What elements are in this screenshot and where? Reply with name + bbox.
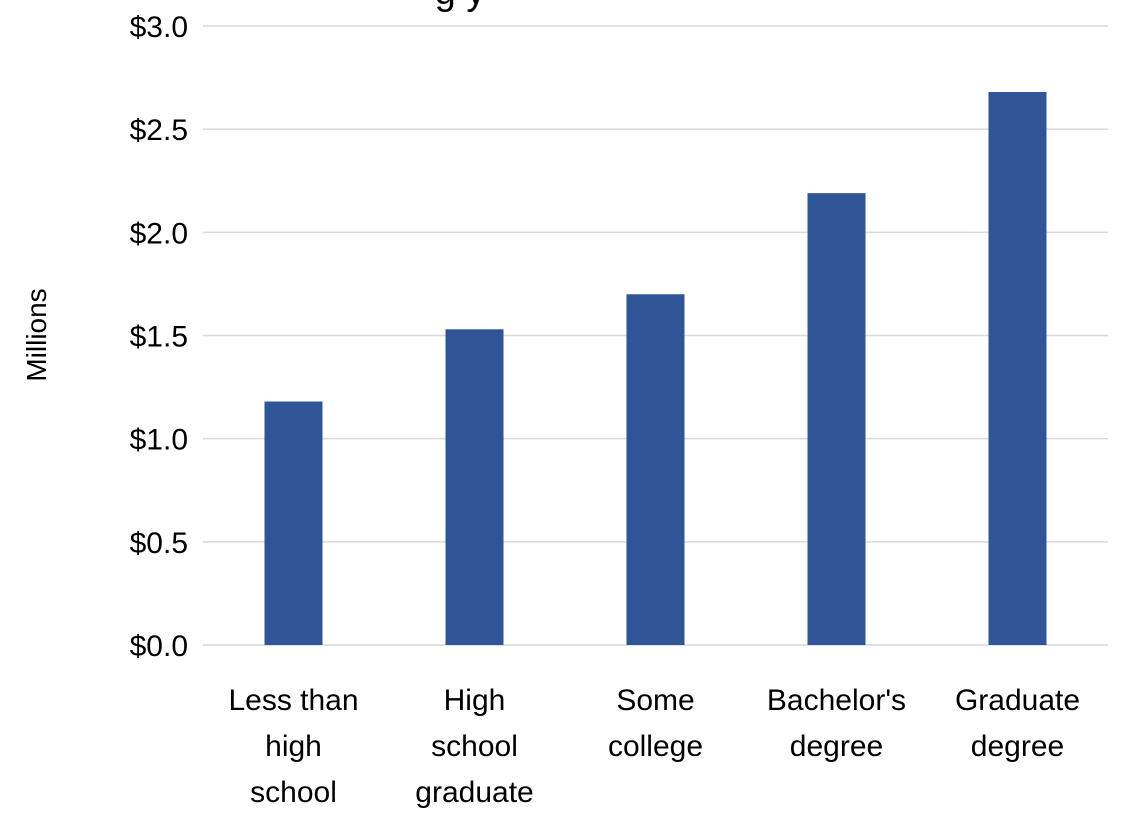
y-axis-label: Millions (21, 288, 52, 381)
y-tick-label: $3.0 (130, 11, 188, 44)
bar (626, 294, 685, 645)
x-category-label: High school graduate (415, 684, 533, 809)
x-category-label-line: degree (971, 730, 1064, 763)
y-tick-label: $1.0 (130, 424, 188, 457)
x-category-label-line: degree (790, 730, 883, 763)
y-axis-ticks: $0.0 $0.5 $1.0 $1.5 $2.0 $2.5 $3.0 (130, 11, 188, 663)
x-category-label-line: Less than (228, 684, 358, 717)
y-tick-label: $2.0 (130, 217, 188, 250)
x-category-label: Some college (608, 684, 703, 763)
x-category-label: Graduate degree (955, 684, 1080, 763)
chart-title: g y (435, 0, 486, 13)
bar (445, 329, 504, 645)
x-category-label-line: college (608, 730, 703, 763)
bar (807, 193, 866, 645)
x-category-label: Less than high school (228, 684, 358, 809)
y-tick-label: $1.5 (130, 321, 188, 354)
x-axis-categories: Less than high school High school graduate Som… (228, 684, 1080, 809)
x-category-label-line: graduate (415, 776, 533, 809)
x-category-label-line: school (431, 730, 518, 763)
y-tick-label: $2.5 (130, 114, 188, 147)
y-tick-label: $0.5 (130, 527, 188, 560)
bar (264, 401, 323, 645)
x-category-label-line: Graduate (955, 684, 1080, 717)
x-category-label: Bachelor's degree (767, 684, 906, 763)
x-category-label-line: Bachelor's (767, 684, 906, 717)
x-category-label-line: high (265, 730, 322, 763)
bars (264, 92, 1047, 645)
x-category-label-line: High (444, 684, 506, 717)
x-category-label-line: school (250, 776, 337, 809)
bar (988, 92, 1047, 645)
x-category-label-line: Some (616, 684, 694, 717)
y-tick-label: $0.0 (130, 630, 188, 663)
